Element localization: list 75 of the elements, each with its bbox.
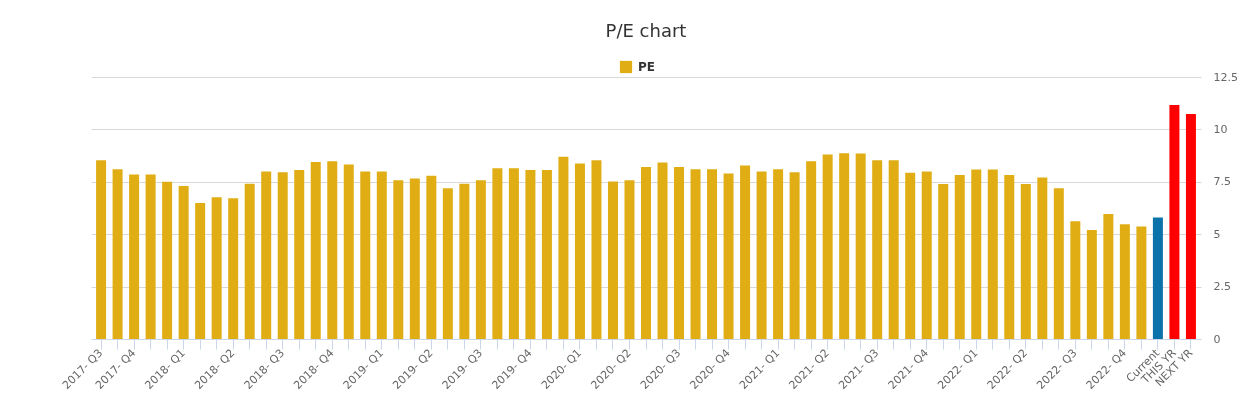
bar [327,161,338,339]
bar [96,160,107,339]
y-tick-label: 10 [1213,122,1228,136]
bar [921,171,932,339]
bar [228,198,239,339]
bar [806,161,817,339]
bar [145,174,156,339]
bar [195,202,206,339]
bar [1136,226,1147,339]
bar [277,172,288,339]
bar [525,170,536,339]
bar [1037,177,1048,339]
bar [376,171,387,339]
y-tick-label: 7.5 [1213,175,1231,189]
bar [1053,188,1064,339]
bar [624,180,635,339]
bar [707,169,718,339]
bar [1169,104,1180,339]
bar [822,154,833,339]
bar [409,178,420,339]
bar [591,160,602,339]
bar [310,162,321,339]
bar [773,169,784,339]
bar [508,168,519,339]
bar [1185,114,1196,339]
legend-label: PE [638,60,655,74]
bar [112,169,123,339]
bar [905,172,916,339]
bar [1070,221,1081,339]
bar [641,166,651,339]
bar [1119,224,1130,339]
bar [789,172,800,339]
bar [178,185,189,339]
bar [1103,214,1114,339]
bar [475,180,486,339]
bar [1020,184,1031,339]
bar [129,174,140,339]
bar [393,180,404,339]
bar [211,197,222,339]
y-tick-label: 0 [1213,332,1221,346]
bar [343,164,354,339]
bar [971,169,982,339]
bar [839,153,850,339]
bar [1086,230,1097,339]
bar [855,153,866,339]
bar [954,175,965,339]
bar [938,184,949,339]
bar [442,188,453,339]
bar [244,183,255,339]
bar [607,181,618,339]
bar [756,171,767,339]
y-tick-label: 5 [1213,227,1221,241]
bar [294,170,305,339]
bar [261,171,272,339]
bar [657,162,668,339]
bar [459,183,470,339]
bar [723,173,734,339]
bar [1152,217,1163,339]
bar [360,171,371,339]
bar [1004,175,1015,339]
bar [574,163,585,339]
bar [558,156,569,339]
bar [541,170,552,339]
bar [872,160,883,339]
bar [888,160,899,339]
y-tick-label: 2.5 [1213,280,1231,294]
bar [674,166,685,339]
bar [426,175,437,339]
bar [690,169,701,339]
bar [740,165,751,339]
chart-title: P/E chart [605,19,687,41]
y-tick-label: 12.5 [1213,70,1238,84]
bar [492,168,503,339]
bar [987,169,998,339]
bar [162,181,173,339]
